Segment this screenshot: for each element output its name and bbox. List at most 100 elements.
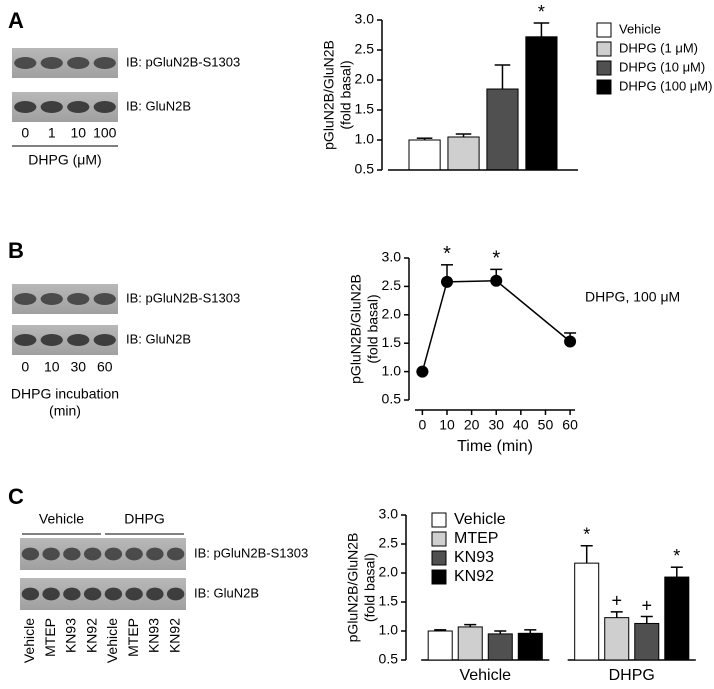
point <box>441 275 453 288</box>
y-axis-label: pGluN2B/GluN2B <box>321 40 337 150</box>
y-tick-label: 3.0 <box>382 249 402 265</box>
blot-band <box>14 101 37 113</box>
blot-band <box>14 57 37 69</box>
blot-band <box>40 334 63 346</box>
y-tick-label: 1.0 <box>379 622 399 638</box>
lane-label: Vehicle <box>21 618 37 663</box>
blot-band <box>14 334 37 346</box>
blot-band <box>63 547 81 561</box>
lane-label: 0 <box>21 125 29 141</box>
blot-band <box>67 101 90 113</box>
bar <box>457 626 483 661</box>
blot-band <box>67 334 90 346</box>
blot-caption: DHPG incubation <box>11 386 119 402</box>
lane-label: 0 <box>21 359 29 375</box>
y-axis-label: pGluN2B/GluN2B <box>345 533 361 643</box>
legend-label: Vehicle <box>619 21 661 36</box>
bar <box>487 633 513 661</box>
blot-band <box>93 101 116 113</box>
significance: * <box>492 248 500 270</box>
legend-swatch <box>596 60 612 76</box>
legend-label: KN93 <box>454 549 494 566</box>
significance: * <box>538 2 545 22</box>
blot-band <box>40 293 63 305</box>
lane-label: 100 <box>93 125 117 141</box>
legend-label: KN92 <box>454 568 494 585</box>
y-axis-label: (fold basal) <box>338 60 354 129</box>
blot-label: IB: pGluN2B-S1303 <box>194 545 308 560</box>
y-tick-label: 0.5 <box>379 651 399 667</box>
point <box>490 274 503 287</box>
blot-label: IB: pGluN2B-S1303 <box>126 54 240 69</box>
blot-band <box>42 587 60 601</box>
legend-swatch <box>596 41 612 57</box>
lane-label: 10 <box>44 359 60 375</box>
y-tick-label: 1.5 <box>382 334 402 350</box>
legend-swatch <box>431 569 447 585</box>
blot-band <box>125 587 143 601</box>
blot-caption: (min) <box>49 403 81 419</box>
lane-label: MTEP <box>42 618 58 657</box>
lane-label: MTEP <box>125 618 141 657</box>
y-tick-label: 2.0 <box>382 306 402 322</box>
y-tick-label: 1.0 <box>382 362 402 378</box>
blot-label: IB: GluN2B <box>126 331 191 346</box>
x-tick-label: 30 <box>488 417 504 433</box>
legend-label: MTEP <box>454 530 498 547</box>
blot-band <box>83 547 102 561</box>
lane-label: KN92 <box>166 618 182 653</box>
bar <box>525 36 558 171</box>
blot-label: IB: pGluN2B-S1303 <box>126 290 240 305</box>
x-tick-label: 10 <box>439 417 455 433</box>
y-tick-label: 2.5 <box>355 41 375 57</box>
y-tick-label: 2.5 <box>382 277 402 293</box>
lane-label: Vehicle <box>104 618 120 663</box>
bar <box>574 562 600 661</box>
blot-band <box>104 587 123 601</box>
blot-band <box>67 57 90 69</box>
significance: * <box>583 524 590 544</box>
bar <box>604 617 630 661</box>
blot-band <box>67 293 90 305</box>
blot-band <box>166 587 185 601</box>
x-tick-label: DHPG <box>609 667 655 684</box>
blot-band <box>21 547 40 561</box>
x-axis-label: Time (min) <box>457 438 533 455</box>
blot-band <box>14 293 37 305</box>
blot-band <box>146 547 164 561</box>
lane-label: KN93 <box>146 618 162 653</box>
panel-letter: C <box>8 484 24 509</box>
bar <box>634 622 660 661</box>
blot-band <box>93 334 116 346</box>
y-tick-label: 3.0 <box>355 11 375 27</box>
y-tick-label: 2.0 <box>379 564 399 580</box>
blot-label: IB: GluN2B <box>194 585 259 600</box>
legend-swatch <box>431 550 447 566</box>
y-tick-label: 1.5 <box>355 101 375 117</box>
blot-band <box>83 587 102 601</box>
blot-band <box>63 587 81 601</box>
blot-band <box>21 587 40 601</box>
lane-label: KN92 <box>83 618 99 653</box>
lane-label: 60 <box>97 359 113 375</box>
legend-swatch <box>596 22 612 38</box>
blot-band <box>40 57 63 69</box>
significance: + <box>611 591 622 611</box>
y-tick-label: 3.0 <box>379 506 399 522</box>
lane-label: KN93 <box>63 618 79 653</box>
blot-caption: DHPG (μM) <box>28 152 101 168</box>
blot-band <box>146 587 164 601</box>
legend-swatch <box>431 512 447 528</box>
bar <box>486 88 519 171</box>
blot-band <box>42 547 60 561</box>
blot-band <box>125 547 143 561</box>
y-axis-label: pGluN2B/GluN2B <box>348 274 364 384</box>
panel-letter: B <box>8 238 24 263</box>
panel-letter: A <box>8 8 24 33</box>
bar <box>427 630 453 661</box>
group-label: DHPG <box>124 511 164 527</box>
legend-swatch <box>596 79 612 95</box>
y-tick-label: 1.0 <box>355 131 375 147</box>
x-tick-label: 40 <box>513 417 529 433</box>
significance: * <box>443 243 451 265</box>
